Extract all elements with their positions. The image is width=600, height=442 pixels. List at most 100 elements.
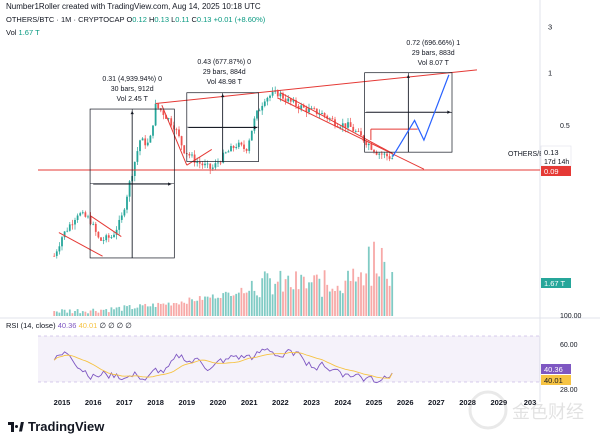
candle-body-106 [328, 118, 331, 120]
price-axis-tick-0: 3 [548, 23, 552, 32]
volume-bar-2 [58, 312, 61, 316]
x-axis-tick-7: 2022 [272, 398, 289, 407]
rsi-ma-line [53, 351, 393, 379]
volume-bar-126 [380, 247, 383, 316]
candle-body-25 [118, 219, 121, 230]
measure-label-0-1: 30 bars, 912d [111, 86, 154, 93]
volume-bar-51 [185, 303, 188, 316]
x-axis-tick-10: 2025 [366, 398, 383, 407]
candle-body-97 [305, 107, 308, 113]
channel-2015-bottom [58, 232, 103, 257]
volume-bar-64 [219, 297, 222, 316]
rsi-value-box [541, 364, 571, 374]
candle-body-58 [204, 163, 206, 166]
volume-bar-121 [367, 246, 370, 316]
open-label: O [126, 15, 133, 24]
volume-bar-14 [89, 310, 92, 316]
watermark-logo: 金色财经 [468, 390, 584, 430]
candle-body-8 [74, 219, 76, 225]
volume-bar-120 [365, 273, 368, 316]
volume-bar-7 [71, 313, 74, 316]
candle-body-65 [222, 152, 225, 163]
volume-bar-107 [331, 288, 334, 316]
volume-header: Vol 1.67 T [6, 28, 40, 37]
candle-body-116 [354, 131, 357, 132]
candle-body-91 [289, 98, 292, 102]
volume-bar-116 [354, 281, 357, 316]
candle-body-120 [365, 141, 368, 146]
volume-label: Vol [6, 28, 17, 37]
volume-bar-68 [230, 295, 232, 316]
volume-bar-48 [178, 304, 180, 316]
candle-body-40 [157, 103, 160, 109]
candle-body-36 [146, 142, 149, 146]
volume-bar-70 [235, 293, 238, 316]
symbol-name[interactable]: OTHERS/BTC · 1M · CRYPTOCAP [6, 15, 125, 24]
volume-bar-3 [61, 309, 63, 316]
volume-bar-62 [214, 298, 217, 316]
candle-body-19 [102, 240, 105, 241]
candle-body-6 [68, 224, 71, 231]
volume-bar-105 [326, 284, 329, 316]
measure-label-0-0: 0.31 (4,939.94%) 0 [102, 76, 162, 83]
volume-bar-115 [352, 268, 355, 316]
volume-bar-77 [253, 290, 256, 316]
candle-body-9 [76, 215, 79, 220]
candle-body-33 [139, 140, 141, 152]
volume-bar-123 [373, 241, 375, 316]
candle-body-48 [178, 129, 180, 137]
candle-body-44 [167, 118, 170, 120]
volume-bar-104 [323, 270, 326, 316]
candle-body-107 [331, 118, 334, 120]
rsi-axis-tick-0: 60.00 [560, 342, 578, 349]
volume-bar-10 [79, 313, 82, 316]
volume-bar-71 [237, 292, 240, 316]
candle-body-73 [243, 144, 245, 149]
candle-body-50 [183, 145, 186, 154]
candle-body-125 [378, 153, 381, 155]
rsi-dots: ∅ ∅ ∅ ∅ [99, 321, 132, 330]
volume-bar-80 [261, 278, 264, 316]
last-price-value: 0.13 [544, 148, 559, 157]
volume-bar-37 [149, 306, 152, 316]
x-axis-tick-4: 2019 [178, 398, 195, 407]
candle-body-20 [105, 235, 108, 241]
candle-body-62 [214, 163, 217, 168]
candle-body-61 [211, 167, 214, 169]
candle-body-118 [360, 131, 362, 136]
volume-bar-43 [165, 304, 167, 316]
candle-body-52 [188, 153, 191, 156]
candle-body-127 [383, 153, 386, 155]
volume-bar-42 [162, 303, 165, 316]
volume-bar-122 [370, 285, 373, 316]
volume-bar-74 [245, 292, 248, 316]
x-axis-tick-5: 2020 [210, 398, 227, 407]
rsi-ma-value: 40.01 [78, 321, 98, 330]
volume-bar-124 [375, 273, 378, 316]
rsi-label: RSI (14, close) [6, 321, 56, 330]
rsi-ma-value-label: 40.01 [544, 376, 563, 385]
candle-body-38 [152, 125, 154, 136]
resistance-trendline [155, 69, 478, 104]
tradingview-logo[interactable]: TradingView [8, 419, 104, 434]
volume-bar-55 [196, 300, 199, 316]
candle-body-15 [92, 223, 95, 225]
candle-body-1 [55, 251, 58, 256]
volume-bar-52 [188, 297, 191, 316]
volume-bar-31 [133, 308, 136, 316]
candle-body-82 [266, 97, 269, 102]
volume-bar-90 [287, 275, 290, 316]
rsi-value-label: 40.36 [544, 365, 563, 374]
candle-body-27 [123, 209, 126, 216]
volume-bar-34 [141, 305, 144, 316]
volume-bar-110 [339, 290, 342, 316]
volume-bar-127 [383, 261, 386, 316]
volume-bar-93 [295, 271, 297, 316]
candle-body-124 [375, 151, 378, 155]
volume-bar-130 [391, 272, 394, 316]
volume-bar-36 [146, 306, 149, 316]
volume-bar-8 [74, 310, 76, 316]
rsi-axis-tick-1: 28.00 [560, 387, 578, 394]
candle-body-16 [94, 223, 97, 232]
